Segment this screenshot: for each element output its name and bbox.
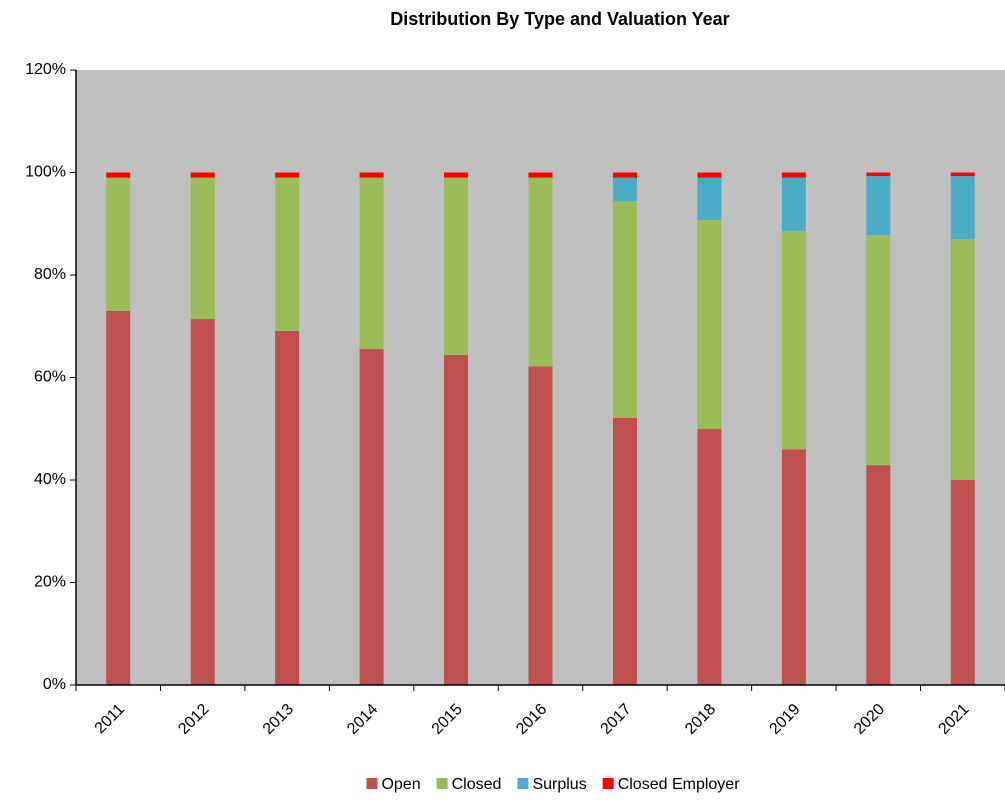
bar-segment — [950, 172, 975, 177]
bar-segment — [190, 177, 215, 320]
bar-segment — [866, 235, 891, 466]
y-tick-label: 120% — [25, 61, 66, 78]
x-tick-label: 2020 — [851, 701, 888, 738]
x-tick-label: 2017 — [598, 701, 635, 738]
bar-segment — [359, 348, 384, 685]
bar-segment — [781, 177, 806, 231]
bar-segment — [697, 177, 722, 221]
legend-swatch — [366, 778, 378, 789]
bar-segment — [612, 417, 637, 685]
chart-title: Distribution By Type and Valuation Year — [390, 9, 729, 29]
bar-segment — [444, 177, 469, 355]
bar-segment — [612, 177, 637, 202]
x-tick-label: 2018 — [682, 701, 719, 738]
y-tick-label: 40% — [34, 471, 66, 488]
x-tick-label: 2016 — [513, 701, 550, 738]
legend-label: Closed — [452, 776, 502, 793]
bar-segment — [359, 177, 384, 349]
bar-segment — [106, 177, 131, 311]
bar-segment — [444, 354, 469, 685]
x-tick-label: 2021 — [935, 701, 972, 738]
bar-segment — [781, 449, 806, 685]
legend-swatch — [436, 778, 448, 789]
bar-segment — [528, 366, 553, 685]
bar-segment — [866, 176, 891, 236]
bar-segment — [866, 465, 891, 685]
bar-segment — [612, 172, 637, 178]
y-tick-label: 80% — [34, 266, 66, 283]
bar-segment — [781, 230, 806, 450]
legend-label: Surplus — [532, 776, 586, 793]
bar-segment — [106, 172, 131, 178]
x-tick-label: 2011 — [92, 701, 128, 737]
bar-segment — [106, 310, 131, 685]
bar-segment — [612, 201, 637, 418]
bar-segment — [190, 319, 215, 685]
bar-segment — [950, 176, 975, 240]
bar-segment — [528, 177, 553, 367]
bar-segment — [697, 172, 722, 178]
legend-swatch — [602, 778, 614, 789]
legend: Open Closed Surplus Closed Employer — [366, 776, 740, 793]
bar-segment — [781, 172, 806, 178]
bar-segment — [190, 172, 215, 178]
bar-segment — [528, 172, 553, 178]
legend-label: Open — [381, 776, 420, 793]
y-tick-label: 20% — [34, 574, 66, 591]
bar-segment — [950, 239, 975, 480]
bar-segment — [275, 172, 300, 178]
bar-segment — [275, 177, 300, 331]
x-tick-label: 2012 — [175, 701, 212, 738]
bar-segment — [444, 172, 469, 178]
y-tick-label: 60% — [34, 369, 66, 386]
bar-segment — [950, 480, 975, 685]
legend-label: Closed Employer — [618, 776, 741, 793]
bar-segment — [697, 220, 722, 429]
y-tick-label: 100% — [25, 164, 66, 181]
x-tick-label: 2019 — [766, 701, 803, 738]
bar-segment — [275, 330, 300, 685]
x-tick-label: 2013 — [260, 701, 297, 738]
bar-segment — [866, 172, 891, 177]
x-tick-label: 2014 — [344, 701, 381, 738]
legend-swatch — [517, 778, 529, 789]
x-tick-label: 2015 — [429, 701, 466, 738]
y-tick-label: 0% — [43, 676, 66, 693]
bar-segment — [697, 428, 722, 685]
bar-segment — [359, 172, 384, 178]
